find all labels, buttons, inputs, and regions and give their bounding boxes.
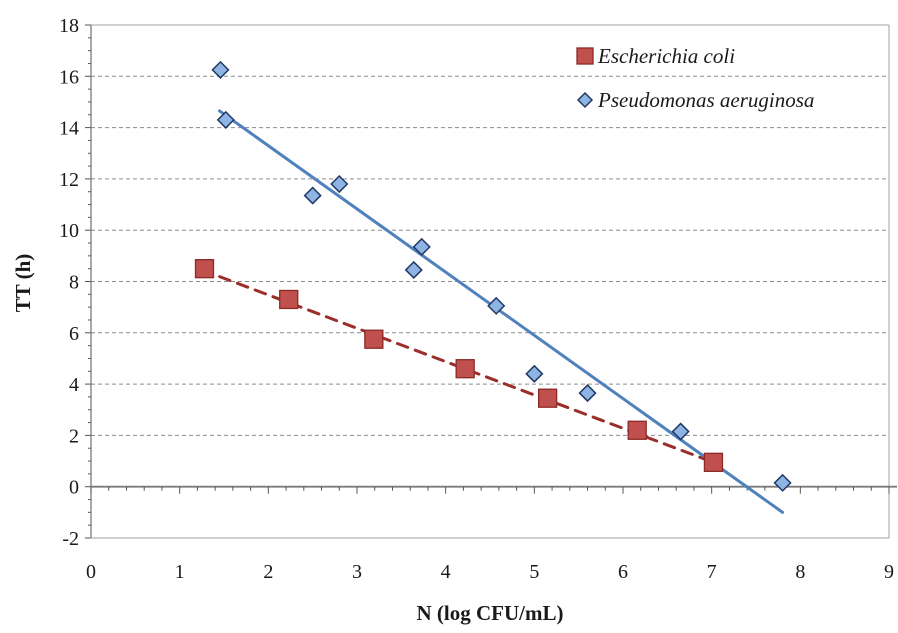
legend-marker-e-coli <box>576 47 594 65</box>
data-point-p-aeruginosa <box>216 110 235 129</box>
data-point-p-aeruginosa <box>773 473 792 492</box>
y-tick-label: 6 <box>69 323 79 345</box>
data-point-p-aeruginosa <box>404 260 423 280</box>
y-tick-label: 16 <box>59 66 79 88</box>
y-tick-label: 14 <box>59 118 79 140</box>
data-point-e-coli <box>455 359 475 379</box>
y-tick-label: 10 <box>59 220 79 242</box>
data-point-p-aeruginosa <box>330 174 349 194</box>
x-tick-label: 3 <box>352 561 362 583</box>
data-point-e-coli <box>537 388 558 408</box>
data-points <box>194 60 792 492</box>
legend-marker-p-aeruginosa <box>576 91 594 109</box>
data-point-e-coli <box>703 452 724 472</box>
x-tick-label: 1 <box>175 561 185 583</box>
x-tick-label: 2 <box>263 561 273 583</box>
data-point-p-aeruginosa <box>487 296 506 315</box>
trendlines <box>200 109 785 514</box>
y-tick-label: 12 <box>59 169 79 191</box>
legend: Escherichia coli Pseudomonas aeruginosa <box>576 44 814 112</box>
x-tick-label: 4 <box>441 561 451 583</box>
x-tick-label: 5 <box>529 561 539 583</box>
y-tick-label: 0 <box>69 477 79 499</box>
x-tick-label: 7 <box>707 561 717 583</box>
y-tick-label: -2 <box>62 528 79 550</box>
y-tick-label: 2 <box>69 425 79 447</box>
data-point-e-coli <box>194 259 215 279</box>
y-tick-label: 4 <box>69 374 79 396</box>
data-point-e-coli <box>627 420 647 440</box>
x-axis-title: N (log CFU/mL) <box>417 601 564 625</box>
y-tick-label: 18 <box>59 15 79 37</box>
data-point-p-aeruginosa <box>671 422 690 441</box>
trendline-p-aeruginosa <box>218 109 785 514</box>
x-tick-label: 6 <box>618 561 628 583</box>
y-axis-title: TT (h) <box>11 254 35 313</box>
x-tick-label: 0 <box>86 561 96 583</box>
y-tick-label: 8 <box>69 272 79 294</box>
data-point-p-aeruginosa <box>303 186 322 205</box>
gridlines <box>91 24 889 436</box>
data-point-e-coli <box>279 289 299 310</box>
x-tick-label: 9 <box>884 561 894 583</box>
data-point-p-aeruginosa <box>412 237 431 256</box>
legend-label-e-coli: Escherichia coli <box>597 44 735 68</box>
data-point-p-aeruginosa <box>525 364 544 383</box>
data-point-e-coli <box>364 329 384 349</box>
legend-label-p-aeruginosa: Pseudomonas aeruginosa <box>597 88 814 112</box>
x-tick-label: 8 <box>795 561 805 583</box>
data-point-p-aeruginosa <box>211 60 230 79</box>
data-point-p-aeruginosa <box>578 384 597 403</box>
